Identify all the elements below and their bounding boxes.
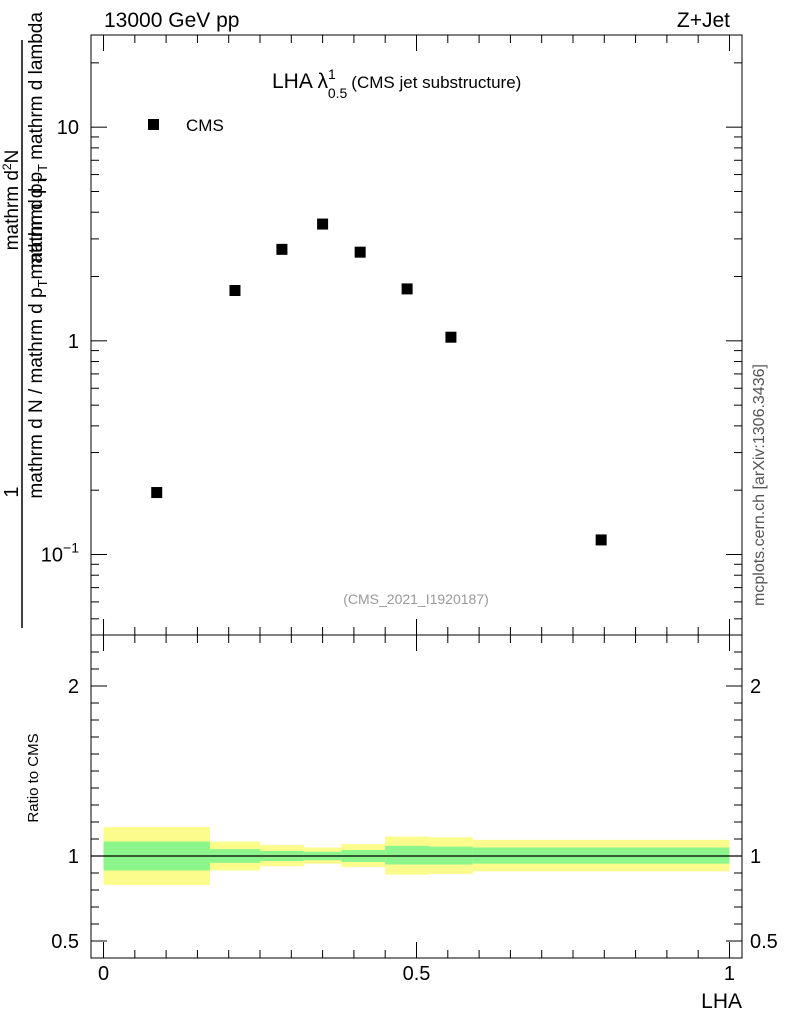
y-label-denom-sub1: T: [35, 279, 50, 287]
legend-marker-cms: [148, 119, 159, 130]
process-label: Z+Jet: [677, 9, 730, 32]
main-y-tick-label: 10: [57, 117, 79, 139]
ratio-y-tick-labels: 0.5 0.5 1 1 2 2: [51, 676, 778, 953]
y-label-denom-part1: mathrm d N / mathrm d p: [26, 287, 47, 498]
main-y-tick-label: 1: [68, 331, 79, 353]
x-axis-label: LHA: [701, 990, 742, 1013]
tick-base: 10: [41, 545, 63, 567]
cms-data-point: [229, 285, 241, 297]
ratio-y-tick-label-left: 1: [68, 846, 79, 868]
cms-data-point: [151, 487, 163, 499]
x-tick-label: 0: [98, 963, 109, 985]
y-label-numerator-top: mathrm d2N: [0, 150, 23, 251]
y-label-denominator: mathrm d N / mathrm d pTmathrm d pT: [26, 175, 50, 498]
ratio-y-tick-label-left: 2: [68, 676, 79, 698]
chart-title: LHA λ1 0.5(CMS jet substructure): [272, 66, 521, 101]
x-tick-label: 1: [724, 963, 735, 985]
y-label-numerator-bottom: mathrm d pTmathrm d lambda: [26, 12, 50, 268]
legend-label-cms: CMS: [186, 116, 224, 135]
y-label-num-n: N: [2, 150, 23, 164]
y-label-denom-part2: mathrm d p: [26, 183, 47, 279]
ratio-y-tick-label-right: 2: [750, 676, 761, 698]
title-main: LHA λ: [272, 70, 329, 93]
cms-data-point: [401, 283, 413, 295]
y-label-denom-sub2: T: [35, 175, 50, 183]
ratio-y-tick-label-left: 0.5: [51, 931, 79, 953]
ratio-frame: [90, 634, 743, 959]
ratio-y-tick-label-right: 0.5: [750, 931, 778, 953]
y-label-num-sup: 2: [0, 163, 14, 170]
energy-label: 13000 GeV pp: [104, 9, 239, 32]
main-ticks: [91, 35, 742, 635]
main-y-tick-label: 10−1: [41, 540, 79, 567]
cms-data-point: [317, 218, 329, 230]
title-sup: 1: [328, 66, 336, 82]
cms-data-point: [595, 534, 607, 546]
cms-data-point: [354, 246, 366, 258]
y-label-bot-part1: mathrm d p: [26, 172, 47, 268]
title-sub: 0.5: [328, 85, 348, 101]
ratio-inner-band: [385, 845, 430, 865]
title-suffix: (CMS jet substructure): [351, 73, 521, 92]
y-label-bot-sub: T: [35, 164, 50, 172]
ratio-panel: 0.5 0.51 12 2 0 0.5 1 Ratio to CMS LHA: [25, 634, 778, 1013]
cms-data-point: [276, 243, 288, 255]
analysis-watermark: (CMS_2021_I1920187): [343, 591, 489, 607]
y-label-num-d: mathrm d: [2, 170, 23, 250]
data-points: [151, 218, 607, 546]
ratio-y-tick-label-right: 1: [750, 846, 761, 868]
side-label: mcplots.cern.ch [arXiv:1306.3436]: [751, 364, 768, 606]
ratio-y-axis-label: Ratio to CMS: [25, 733, 42, 822]
y-label-one: 1: [1, 486, 23, 497]
main-y-axis-label: 1 mathrm d N / mathrm d pTmathrm d pT ma…: [0, 12, 50, 628]
ratio-ticks: [91, 635, 742, 959]
y-label-bot-part2: mathrm d lambda: [26, 12, 47, 160]
cms-data-point: [445, 331, 457, 343]
x-tick-labels: 0 0.5 1: [98, 963, 735, 985]
tick-exponent: −1: [63, 540, 79, 556]
x-tick-label: 0.5: [403, 963, 431, 985]
